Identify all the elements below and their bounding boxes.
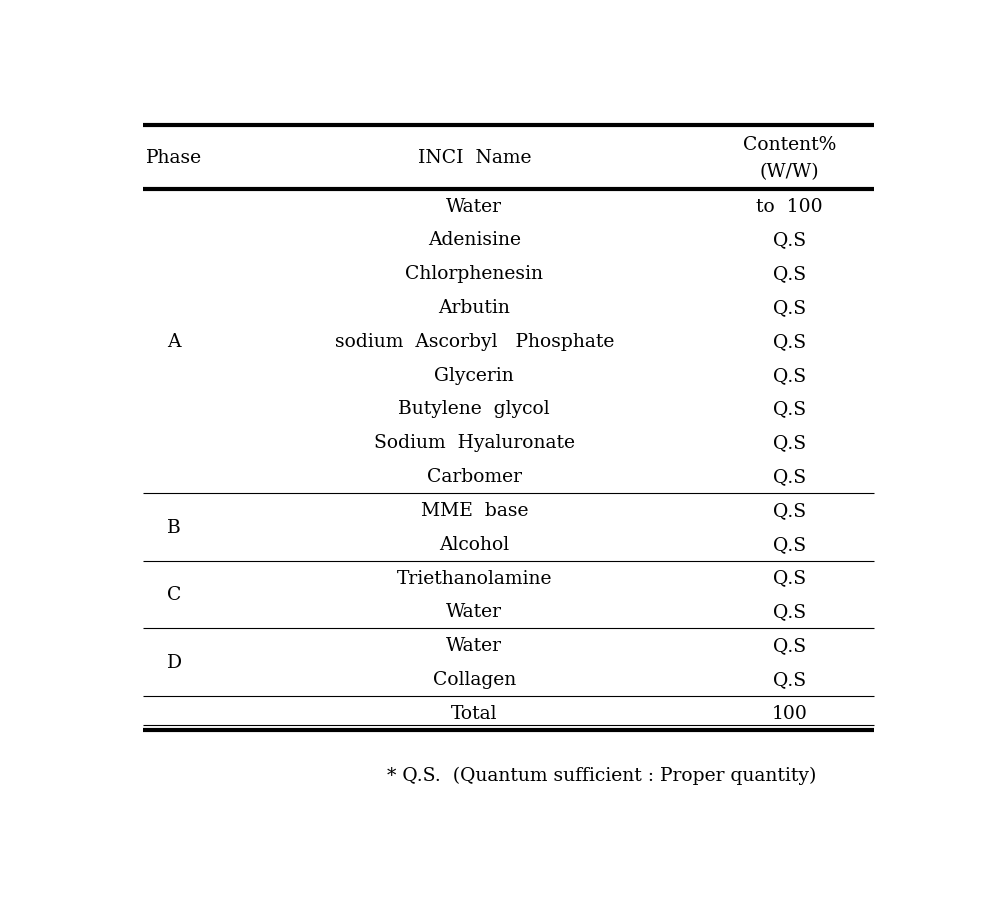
Text: Water: Water <box>446 637 502 655</box>
Text: * Q.S.  (Quantum sufficient : Proper quantity): * Q.S. (Quantum sufficient : Proper quan… <box>386 766 816 784</box>
Text: Phase: Phase <box>146 149 203 167</box>
Text: 100: 100 <box>772 704 807 722</box>
Text: Chlorphenesin: Chlorphenesin <box>405 265 543 283</box>
Text: Butylene  glycol: Butylene glycol <box>398 400 550 418</box>
Text: Alcohol: Alcohol <box>439 535 509 553</box>
Text: Q.S: Q.S <box>774 434 806 452</box>
Text: Arbutin: Arbutin <box>438 299 510 317</box>
Text: Q.S: Q.S <box>774 265 806 283</box>
Text: A: A <box>168 333 181 351</box>
Text: Q.S: Q.S <box>774 333 806 351</box>
Text: Water: Water <box>446 198 502 216</box>
Text: B: B <box>167 519 181 536</box>
Text: INCI  Name: INCI Name <box>417 149 531 167</box>
Text: Q.S: Q.S <box>774 231 806 249</box>
Text: Water: Water <box>446 603 502 621</box>
Text: Q.S: Q.S <box>774 299 806 317</box>
Text: Q.S: Q.S <box>774 670 806 688</box>
Text: Content%: Content% <box>743 136 836 153</box>
Text: Collagen: Collagen <box>433 670 516 688</box>
Text: Q.S: Q.S <box>774 637 806 655</box>
Text: D: D <box>167 653 182 671</box>
Text: Triethanolamine: Triethanolamine <box>396 569 552 587</box>
Text: MME  base: MME base <box>420 502 528 520</box>
Text: Adenisine: Adenisine <box>428 231 520 249</box>
Text: Q.S: Q.S <box>774 603 806 621</box>
Text: to  100: to 100 <box>757 198 823 216</box>
Text: Glycerin: Glycerin <box>434 366 514 384</box>
Text: (W/W): (W/W) <box>760 162 819 180</box>
Text: Total: Total <box>451 704 497 722</box>
Text: Q.S: Q.S <box>774 569 806 587</box>
Text: Q.S: Q.S <box>774 400 806 418</box>
Text: Q.S: Q.S <box>774 467 806 485</box>
Text: Q.S: Q.S <box>774 502 806 520</box>
Text: Q.S: Q.S <box>774 366 806 384</box>
Text: Carbomer: Carbomer <box>427 467 521 485</box>
Text: C: C <box>167 585 182 603</box>
Text: Sodium  Hyaluronate: Sodium Hyaluronate <box>373 434 575 452</box>
Text: sodium  Ascorbyl   Phosphate: sodium Ascorbyl Phosphate <box>335 333 614 351</box>
Text: Q.S: Q.S <box>774 535 806 553</box>
